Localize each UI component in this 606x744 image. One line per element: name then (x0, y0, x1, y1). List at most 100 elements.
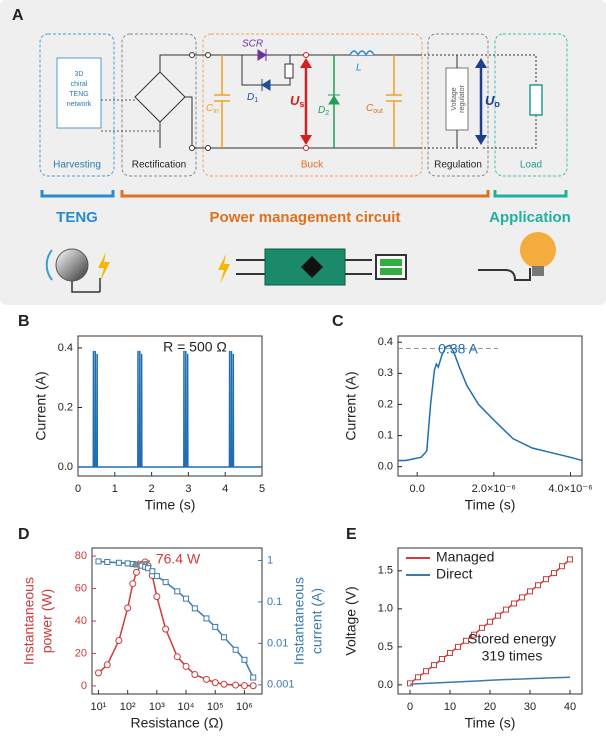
lightning-icon (98, 252, 110, 282)
data-point (212, 623, 219, 630)
rectification-box (121, 33, 197, 177)
x-tick-label: 10³ (149, 701, 165, 713)
battery-icon (375, 254, 407, 280)
y-tick-label: 80 (75, 550, 87, 562)
data-point (173, 653, 181, 661)
annotation: 319 times (482, 648, 543, 664)
data-point (211, 679, 219, 687)
legend-label: Managed (436, 549, 494, 565)
capacitor-cin (214, 55, 230, 148)
y-tick-label: 40 (75, 615, 87, 627)
y-tick-label: 0.4 (378, 336, 393, 348)
annotation: 76.4 W (156, 551, 201, 567)
plot-frame (77, 335, 263, 477)
data-point (415, 674, 421, 681)
data-point (103, 661, 111, 669)
data-point (95, 558, 102, 565)
data-point (567, 556, 573, 563)
data-point (145, 565, 152, 572)
x-tick-label: 10¹ (91, 701, 107, 713)
teng-icon (55, 248, 89, 282)
x-tick-label: 10 (444, 701, 456, 713)
y-tick-label: 0.4 (58, 342, 73, 354)
y-tick-label: 0.2 (58, 401, 73, 413)
section-label: Power management circuit (210, 209, 401, 226)
annotation: 0.38 A (438, 341, 478, 357)
terminal (189, 145, 195, 151)
data-line (97, 560, 254, 687)
rotation-arrow (45, 249, 53, 281)
x-tick-label: 4 (222, 483, 228, 495)
data-point (162, 579, 169, 586)
x-tick-label: 20 (484, 701, 496, 713)
node (303, 52, 309, 58)
battery-cell (380, 268, 402, 275)
data-point (479, 624, 485, 631)
x-tick-label: 5 (259, 483, 265, 495)
x-tick-label: 10⁴ (178, 701, 195, 713)
component-label: Uo (485, 93, 500, 109)
resistor (284, 63, 294, 79)
y-axis-label: Instantaneous (291, 577, 307, 665)
regulator-text: regulator (459, 85, 466, 113)
data-point (471, 631, 477, 638)
component-label: D2 (318, 105, 329, 117)
bracket (120, 190, 490, 198)
network-text: 3D (75, 71, 84, 78)
wire (481, 54, 537, 149)
component-label: Cout (366, 103, 383, 115)
data-point (203, 615, 210, 622)
data-point (183, 595, 190, 602)
bulb-base (532, 266, 544, 276)
y-axis-label: power (W) (39, 589, 55, 654)
component-label: Cin (206, 103, 219, 115)
regulation-box (427, 33, 489, 177)
stage-label: Rectification (132, 160, 186, 171)
network-text: network (67, 101, 92, 108)
section-label: TENG (56, 209, 98, 226)
panel-label: B (18, 313, 30, 330)
diode-d2-symbol (328, 94, 340, 105)
data-point (495, 612, 501, 619)
data-point (519, 594, 525, 601)
network-text: chiral (71, 81, 88, 88)
data-point (115, 559, 122, 566)
data-point (455, 643, 461, 650)
data-point (191, 671, 199, 679)
data-point (149, 568, 156, 575)
y2-tick-label: 0.01 (267, 637, 288, 649)
x-axis-label: Time (s) (465, 497, 516, 513)
data-point (240, 682, 248, 690)
data-point (250, 674, 257, 681)
data-point (535, 582, 541, 589)
data-line (78, 350, 262, 468)
panel-label: D (18, 526, 30, 543)
terminal (205, 145, 211, 151)
data-point (115, 636, 123, 644)
x-axis-label: Time (s) (465, 715, 516, 731)
y-axis-label: Voltage (V) (343, 586, 359, 655)
y-tick-label: 0.0 (378, 461, 393, 473)
data-point (220, 680, 228, 688)
data-point (431, 662, 437, 669)
y-tick-label: 1.0 (378, 603, 393, 615)
data-point (423, 668, 429, 675)
data-point (174, 588, 181, 595)
arrowhead (300, 58, 312, 145)
data-point (439, 656, 445, 663)
y-tick-label: 60 (75, 582, 87, 594)
wire (236, 259, 372, 275)
y-tick-label: 0.1 (378, 429, 393, 441)
x-tick-label: 30 (524, 701, 536, 713)
y-tick-label: 0 (81, 680, 87, 692)
scr (257, 49, 267, 61)
y-tick-label: 1.5 (378, 565, 393, 577)
data-point (129, 580, 137, 588)
data-line (409, 676, 571, 685)
data-point (232, 646, 239, 653)
stage-label: Harvesting (53, 160, 101, 171)
x-tick-label: 3 (185, 483, 191, 495)
stage-label: Regulation (434, 160, 482, 171)
load-box (494, 33, 568, 177)
